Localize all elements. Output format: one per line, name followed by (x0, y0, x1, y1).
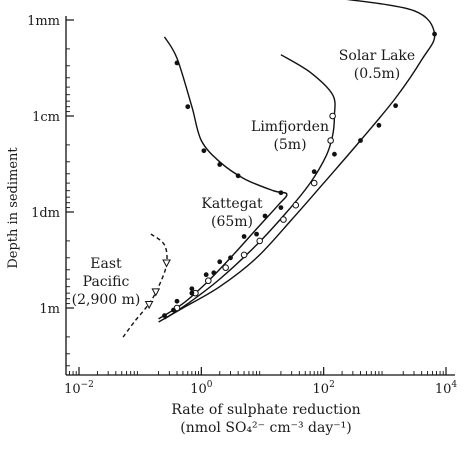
kattegat-point (171, 307, 176, 313)
kattegat-point (174, 60, 180, 66)
x-axis-title-line2: (nmol SO₄²⁻ cm⁻³ day⁻¹) (180, 420, 352, 436)
solar-lake-point (358, 138, 363, 143)
east-pacific-point (151, 288, 161, 297)
y-tick-label: 1cm (32, 110, 60, 125)
y-tick-label: 1m (39, 302, 60, 317)
east-pacific-label: (2,900 m) (72, 292, 141, 308)
east-pacific-point (162, 259, 171, 268)
solar-lake-point (189, 286, 195, 292)
limfjorden-point (222, 264, 229, 271)
limfjorden-point (327, 137, 334, 144)
kattegat-point (278, 190, 284, 196)
solar-lake-point (162, 313, 167, 319)
y-tick-label: 1mm (27, 14, 60, 29)
solar-lake-point (174, 298, 180, 304)
kattegat-point (217, 259, 223, 265)
kattegat-point (217, 162, 223, 167)
limfjorden-point (329, 112, 336, 120)
x-tick-label: 10−2 (64, 380, 94, 397)
east-pacific-label: Pacific (83, 274, 130, 290)
solar-lake-label: (0.5m) (354, 66, 400, 82)
x-tick-label: 100 (190, 380, 213, 397)
limfjorden-point (292, 201, 300, 209)
limfjorden-label: (5m) (273, 137, 306, 153)
kattegat-point (185, 104, 191, 110)
limfjorden-label: Limfjorden (251, 119, 329, 135)
kattegat-point (241, 234, 247, 239)
solar-lake-curve (158, 0, 436, 323)
y-tick-label: 1dm (31, 206, 60, 221)
x-axis-title-line1: Rate of sulphate reduction (171, 402, 360, 418)
limfjorden-point (256, 237, 264, 245)
kattegat-label: (65m) (211, 214, 253, 230)
kattegat-point (201, 148, 207, 154)
limfjorden-point (240, 251, 248, 259)
plot-axes: 1mm 1cm 1dm 1m 10−2 100 102 104 (27, 14, 457, 397)
limfjorden-point (280, 216, 287, 223)
solar-lake-point (311, 169, 317, 175)
kattegat-label: Kattegat (201, 196, 263, 212)
kattegat-point (262, 213, 268, 219)
x-tick-label: 102 (313, 380, 335, 397)
solar-lake-point (393, 103, 399, 109)
kattegat-point (235, 173, 241, 179)
limfjorden-point (205, 277, 212, 285)
solar-lake-point (228, 255, 233, 261)
y-axis-title: Depth in sediment (6, 147, 21, 269)
series-markers (144, 31, 437, 319)
solar-lake-point (376, 122, 382, 128)
kattegat-point (203, 272, 209, 278)
solar-lake-point (211, 270, 217, 276)
solar-lake-point (254, 231, 259, 237)
east-pacific-point (144, 301, 154, 310)
solar-lake-point (332, 151, 337, 157)
solar-lake-point (278, 205, 284, 211)
east-pacific-label: East (90, 256, 122, 272)
kattegat-point (189, 290, 195, 296)
solar-lake-label: Solar Lake (339, 48, 415, 64)
limfjorden-point (310, 179, 318, 187)
limfjorden-curve (164, 54, 336, 320)
east-pacific-curve (121, 233, 168, 340)
series-labels: Solar Lake (0.5m) Limfjorden (5m) Kattegat (6… (72, 48, 416, 308)
x-tick-label: 104 (435, 380, 458, 397)
solar-lake-point (432, 31, 437, 37)
